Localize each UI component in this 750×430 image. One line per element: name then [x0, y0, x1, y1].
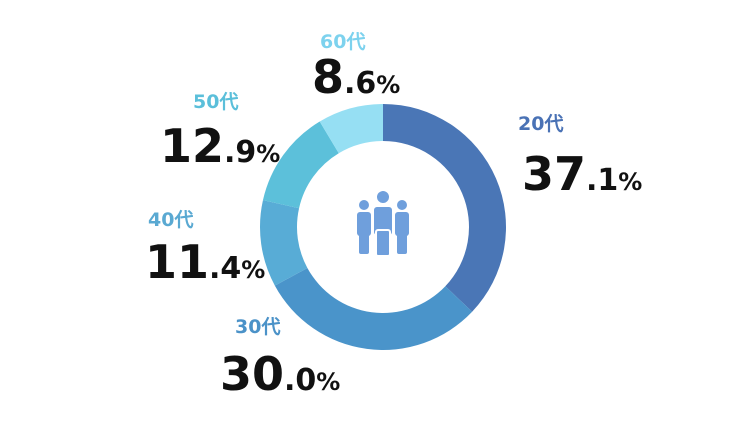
donut-segment: [260, 200, 308, 286]
donut-segment: [383, 104, 506, 312]
donut-segment: [274, 267, 473, 350]
donut-segment: [262, 121, 339, 209]
category-label: 20代: [518, 113, 563, 135]
category-label: 50代: [193, 91, 238, 113]
category-label: 40代: [148, 209, 193, 231]
category-label: 60代: [320, 31, 365, 53]
value-label: 12.9%: [160, 119, 280, 173]
value-label: 8.6%: [312, 50, 400, 104]
value-label: 11.4%: [145, 235, 265, 289]
donut-segment: [319, 104, 383, 154]
value-label: 30.0%: [220, 347, 340, 401]
people-icon: [357, 189, 409, 257]
category-label: 30代: [235, 316, 280, 338]
value-label: 37.1%: [522, 147, 642, 201]
